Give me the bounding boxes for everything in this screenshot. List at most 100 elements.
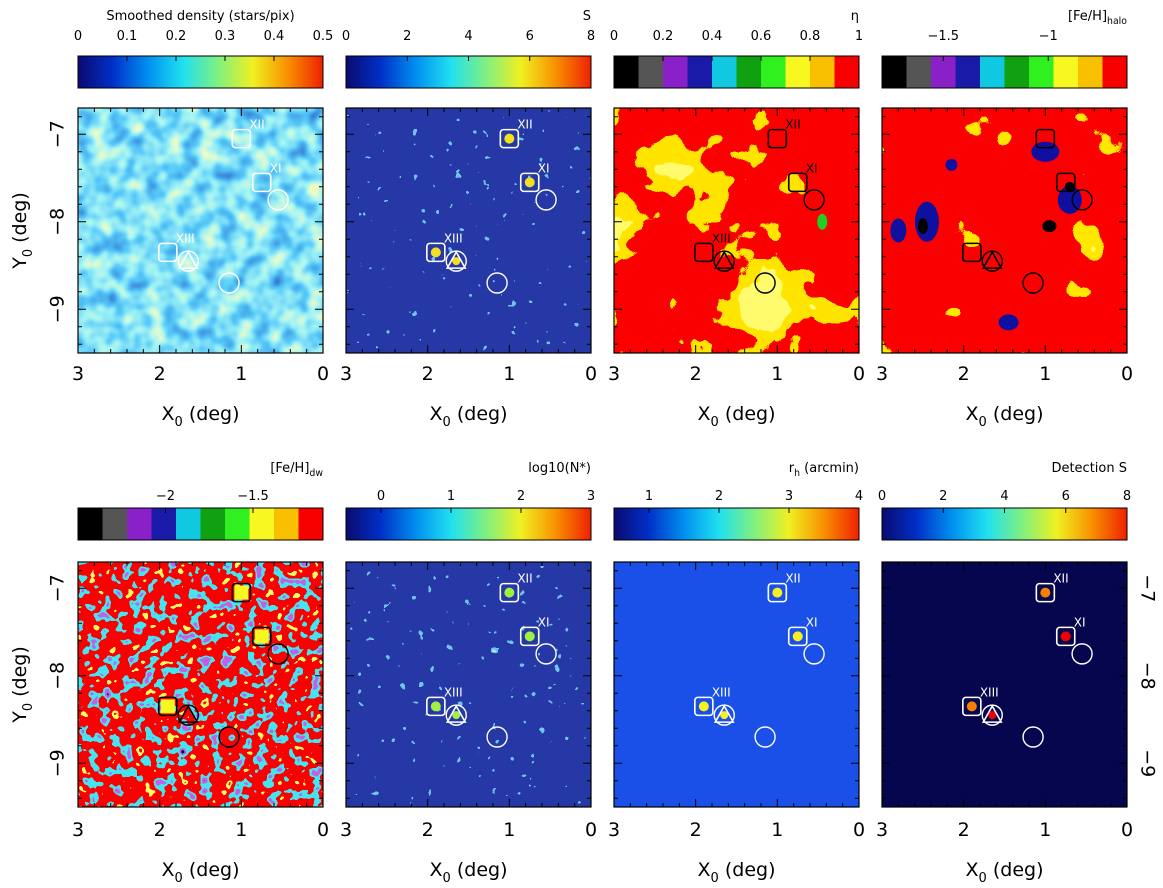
marker-circle xyxy=(803,189,825,211)
object-label-xii: XII xyxy=(1053,572,1068,586)
y-axis-label: Y0 (deg) xyxy=(9,646,36,724)
marker-square-xiii xyxy=(962,696,982,717)
x-tick-label: 0 xyxy=(1121,363,1133,385)
x-tick-label: 0 xyxy=(317,819,329,841)
map-background xyxy=(78,108,323,353)
source-blob xyxy=(772,587,783,598)
metal-poor-core xyxy=(917,218,928,235)
colorbar-tick-label: −2 xyxy=(156,489,175,504)
plot-frame xyxy=(77,561,324,808)
colorbar: 0 0.2 0.4 0.6 0.8 1 η xyxy=(610,9,863,89)
metal-poor-patch xyxy=(1031,141,1060,162)
colorbar-swatch xyxy=(736,56,762,88)
x-tick-label: 2 xyxy=(422,363,434,385)
marker-square-xi xyxy=(251,172,272,193)
metal-poor-patch xyxy=(945,158,958,171)
colorbar-frame xyxy=(613,507,860,541)
marker-triangle xyxy=(445,704,467,723)
marker-square-xi xyxy=(1055,626,1076,647)
x-tick-label: 0 xyxy=(317,363,329,385)
marker-circle xyxy=(1071,189,1093,211)
colorbar-swatch xyxy=(151,508,177,540)
colorbar-gradient xyxy=(614,508,859,540)
colorbar-gradient xyxy=(78,56,323,88)
colorbar-tick-label: −1 xyxy=(1039,29,1058,44)
colorbar-gradient xyxy=(346,56,591,88)
colorbar-label: η xyxy=(851,9,859,24)
colorbar-swatch xyxy=(687,56,713,88)
marker-square-xiii xyxy=(962,242,982,263)
marker-square-xii xyxy=(767,582,788,603)
colorbar: 0 2 4 6 8 S xyxy=(342,9,595,89)
colorbar-swatch xyxy=(882,56,907,88)
x-tick-label: 3 xyxy=(340,363,352,385)
colorbar-frame xyxy=(345,507,592,541)
map-area xyxy=(614,108,859,353)
object-markers xyxy=(158,582,289,748)
panel-density: 0 0.1 0.2 0.3 0.4 0.5 Smoothed density (stars/… xyxy=(9,9,333,430)
object-label-xiii: XIII xyxy=(444,231,463,245)
colorbar-swatch xyxy=(638,56,664,88)
panel-logn: 0 1 2 3 log10(N*) XII XI XIII 3 2 1 0 X0 (deg) xyxy=(340,461,597,886)
object-label-xi: XI xyxy=(1074,615,1086,629)
marker-square-xi xyxy=(251,626,272,647)
colorbar: 0 2 4 6 8 Detection S xyxy=(878,461,1131,541)
colorbar-tick-label: 2 xyxy=(517,489,525,504)
x-tick-label: 3 xyxy=(72,363,84,385)
x-tick-label: 2 xyxy=(690,819,702,841)
plot-frame xyxy=(345,561,592,808)
plot-frame xyxy=(881,107,1128,354)
colorbar-tick-label: 3 xyxy=(587,489,595,504)
object-label-xiii: XIII xyxy=(712,231,731,245)
colorbar-tick-label: 8 xyxy=(587,29,595,44)
x-tick-label: 2 xyxy=(154,363,166,385)
source-blob xyxy=(1040,587,1051,598)
object-label-xii: XII xyxy=(785,572,800,586)
colorbar-swatch xyxy=(712,56,737,88)
source-blob xyxy=(524,177,535,188)
colorbar-swatch xyxy=(102,508,128,540)
colorbar-tick-label: 0.4 xyxy=(264,29,285,44)
plot-frame xyxy=(613,107,860,354)
colorbar-swatch xyxy=(298,508,324,540)
colorbar-frame xyxy=(77,507,324,541)
map-background xyxy=(78,562,323,807)
x-tick-label: 1 xyxy=(235,819,247,841)
colorbar-frame xyxy=(77,55,324,89)
x-tick-label: 0 xyxy=(853,363,865,385)
x-axis-label: X0 (deg) xyxy=(966,403,1044,430)
map-area xyxy=(614,562,859,807)
colorbar-label: Detection S xyxy=(1051,461,1127,476)
map-area xyxy=(346,108,591,353)
x-tick-label: 1 xyxy=(1039,819,1051,841)
marker-square-xii xyxy=(499,582,520,603)
object-label-xi: XI xyxy=(270,161,282,175)
colorbar-tick-label: 0.2 xyxy=(166,29,187,44)
colorbar-tick-label: −1.5 xyxy=(237,489,269,504)
x-axis-label: X0 (deg) xyxy=(698,859,776,886)
marker-square-xii xyxy=(1035,128,1056,149)
object-label-xii: XII xyxy=(249,118,264,132)
colorbar-tick-label: 0.8 xyxy=(800,29,821,44)
source-blob xyxy=(430,247,441,258)
colorbar-tick-label: 0 xyxy=(377,489,385,504)
marker-circle xyxy=(535,189,557,211)
map-area xyxy=(882,108,1127,353)
object-markers: XII XI XIII xyxy=(158,118,289,294)
x-tick-label: 2 xyxy=(958,819,970,841)
y-axis-label: Y0 (deg) xyxy=(9,192,36,270)
source-blob xyxy=(452,711,461,720)
marker-circle xyxy=(218,272,240,294)
marker-square-xii xyxy=(767,128,788,149)
colorbar-tick-label: 1 xyxy=(645,489,653,504)
map-area xyxy=(346,562,591,807)
source-blob xyxy=(966,701,977,712)
object-label-xi: XI xyxy=(538,615,550,629)
marker-circle xyxy=(535,643,557,665)
source-fill xyxy=(234,585,249,600)
colorbar-tick-label: 0.3 xyxy=(215,29,236,44)
object-label-xiii: XIII xyxy=(444,685,463,699)
colorbar-tick-label: 0.5 xyxy=(313,29,334,44)
x-tick-label: 2 xyxy=(422,819,434,841)
metal-poor-patch xyxy=(998,314,1019,331)
